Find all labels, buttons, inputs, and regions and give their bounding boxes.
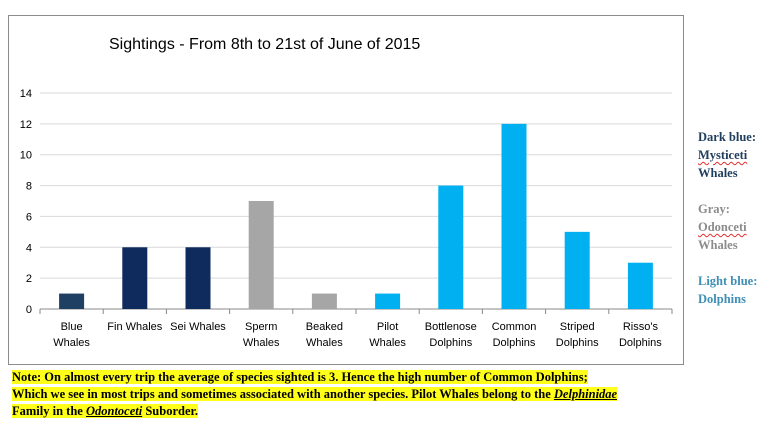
x-tick-label: Whales bbox=[243, 337, 280, 349]
note-text: Note: On almost every trip the average o… bbox=[12, 369, 712, 420]
legend-dark-blue-label: Dark blue: bbox=[698, 130, 756, 144]
note-family-name: Delphinidae bbox=[553, 387, 618, 401]
x-tick-label: Risso's bbox=[623, 321, 659, 333]
bar bbox=[501, 123, 527, 309]
x-tick-label: Dolphins bbox=[429, 337, 472, 349]
note-line-3: Family in the Odontoceti Suborder. bbox=[12, 404, 199, 418]
x-tick-label: Common bbox=[492, 321, 537, 333]
x-tick-label: Bottlenose bbox=[425, 321, 477, 333]
bar bbox=[59, 293, 85, 309]
legend-dark-blue-group-line: Mysticeti bbox=[698, 146, 756, 164]
legend-light-blue: Light blue: Dolphins bbox=[698, 272, 757, 308]
legend-gray-group-line: Odonceti bbox=[698, 218, 747, 236]
x-tick-label: Sei Whales bbox=[170, 321, 226, 333]
x-tick-label: Whales bbox=[369, 337, 406, 349]
chart-title: Sightings - From 8th to 21st of June of … bbox=[109, 36, 420, 53]
legend-gray-label: Gray: bbox=[698, 202, 730, 216]
x-tick-label: Dolphins bbox=[493, 337, 536, 349]
legend-gray-animal: Whales bbox=[698, 238, 738, 252]
note-line-3-text-a: Family in the bbox=[12, 404, 86, 418]
y-tick-label: 14 bbox=[20, 88, 32, 100]
y-tick-label: 0 bbox=[26, 304, 32, 316]
bar bbox=[375, 293, 401, 309]
x-tick-label: Striped bbox=[560, 321, 595, 333]
x-tick-label: Blue bbox=[61, 321, 83, 333]
legend-dark-blue-animal: Whales bbox=[698, 166, 738, 180]
x-tick-label: Sperm bbox=[245, 321, 277, 333]
bar bbox=[438, 185, 464, 309]
y-tick-label: 6 bbox=[26, 211, 32, 223]
bar bbox=[122, 247, 148, 309]
bar bbox=[248, 201, 274, 309]
bar bbox=[185, 247, 211, 309]
y-tick-label: 10 bbox=[20, 150, 32, 162]
legend-gray: Gray: Odonceti Whales bbox=[698, 200, 747, 254]
y-tick-label: 12 bbox=[20, 119, 32, 131]
x-tick-label: Beaked bbox=[306, 321, 343, 333]
chart-frame: Sightings - From 8th to 21st of June of … bbox=[8, 15, 684, 365]
x-tick-label: Dolphins bbox=[619, 337, 662, 349]
note-line-3-text-b: Suborder. bbox=[142, 404, 199, 418]
bar bbox=[311, 293, 337, 309]
note-line-1: Note: On almost every trip the average o… bbox=[12, 370, 588, 384]
x-tick-label: Pilot bbox=[377, 321, 398, 333]
x-tick-label: Whales bbox=[306, 337, 343, 349]
bar bbox=[564, 231, 590, 309]
y-tick-label: 4 bbox=[26, 242, 32, 254]
x-tick-label: Fin Whales bbox=[107, 321, 163, 333]
note-line-2: Which we see in most trips and sometimes… bbox=[12, 387, 618, 401]
legend-dark-blue-group: Mysticeti bbox=[698, 148, 748, 162]
bar bbox=[627, 262, 653, 309]
legend-light-blue-animal: Dolphins bbox=[698, 292, 746, 306]
y-tick-label: 2 bbox=[26, 273, 32, 285]
note-suborder-name: Odontoceti bbox=[85, 404, 143, 418]
bar-chart: Sightings - From 8th to 21st of June of … bbox=[20, 36, 673, 349]
legend-dark-blue: Dark blue: Mysticeti Whales bbox=[698, 128, 756, 182]
legend-light-blue-label: Light blue: bbox=[698, 274, 758, 288]
x-tick-label: Dolphins bbox=[556, 337, 599, 349]
note-line-2-text: Which we see in most trips and sometimes… bbox=[12, 387, 554, 401]
y-tick-label: 8 bbox=[26, 181, 32, 193]
x-tick-label: Whales bbox=[53, 337, 90, 349]
legend-gray-group: Odonceti bbox=[698, 220, 747, 234]
